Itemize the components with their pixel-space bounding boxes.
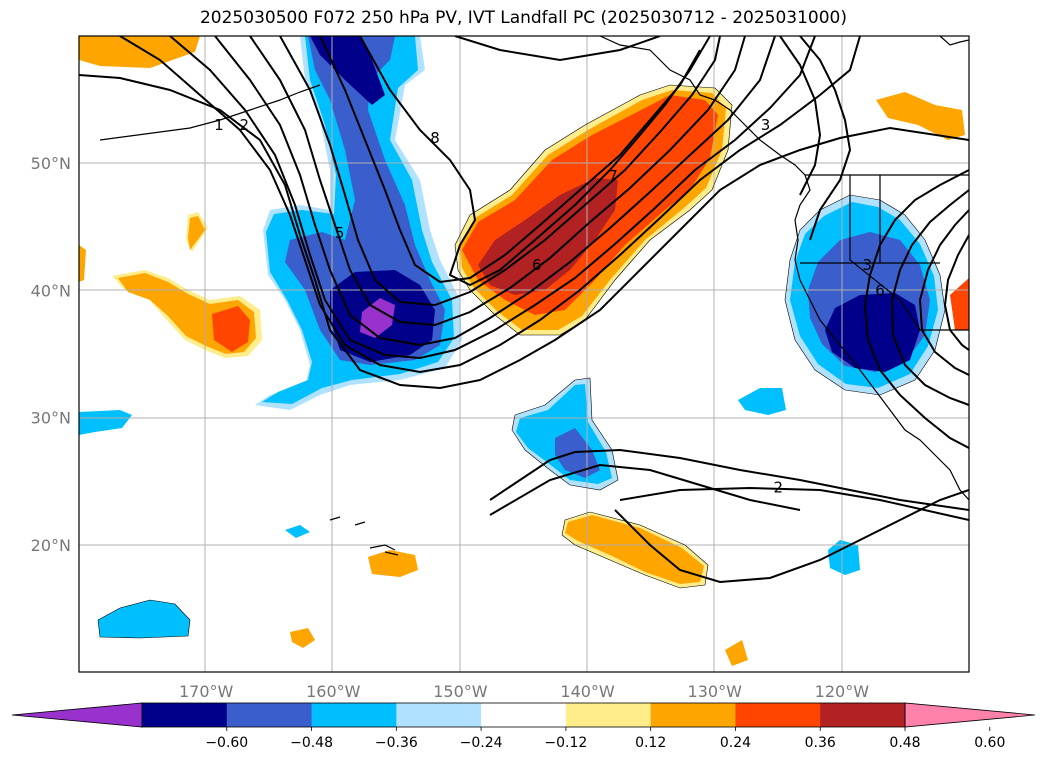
contour-label: 6	[875, 281, 885, 299]
lat-tick-label: 50°N	[31, 154, 71, 173]
contour-label: 5	[335, 224, 345, 242]
lat-tick-label: 20°N	[31, 536, 71, 555]
pv-positive-region	[290, 628, 315, 648]
pv-negative-region	[360, 298, 395, 338]
contour-label: 8	[430, 129, 440, 147]
contour-label: 2	[240, 116, 250, 134]
colorbar-tick-label: 0.60	[974, 735, 1005, 751]
lat-tick-label: 40°N	[31, 281, 71, 300]
lon-tick-label: 150°W	[433, 682, 488, 701]
lon-tick-label: 130°W	[688, 682, 743, 701]
contour-label: 1	[214, 116, 224, 134]
colorbar-tick-label: −0.12	[544, 735, 587, 751]
pv-positive-region	[565, 515, 704, 584]
contour-label: 3	[761, 116, 771, 134]
coastlines	[99, 36, 969, 556]
latitude-labels: 50°N 40°N 30°N 20°N	[31, 154, 71, 555]
lat-tick-label: 30°N	[31, 409, 71, 428]
pv-negative-region	[738, 388, 786, 415]
colorbar-tick-label: −0.36	[375, 735, 418, 751]
pv-negative-region	[98, 600, 190, 638]
pv-positive-region	[950, 278, 969, 330]
colorbar-extend-min	[11, 702, 143, 728]
colorbar-segment	[226, 703, 313, 727]
pv-positive-region	[188, 216, 205, 250]
pv-negative-region	[555, 428, 600, 478]
pv-negative-region	[828, 540, 860, 575]
colorbar-tick-labels: −0.60 −0.48 −0.36 −0.24 −0.12 0.12 0.24 0.36 0.4…	[205, 727, 1005, 751]
contour-label: 6	[532, 256, 542, 274]
colorbar-segment	[820, 703, 906, 727]
colorbar-tick-label: −0.60	[205, 735, 248, 751]
pv-negative-region	[825, 293, 920, 372]
colorbar-segment	[481, 703, 567, 727]
pv-shading-layer	[79, 36, 969, 672]
colorbar-segment	[565, 703, 652, 727]
pv-positive-region	[876, 92, 965, 140]
colorbar-segment	[735, 703, 821, 727]
gridlines	[79, 36, 969, 672]
shading-outlines	[97, 84, 946, 639]
pv-positive-region	[725, 640, 748, 666]
colorbar-segment	[311, 703, 397, 727]
colorbar-segment	[650, 703, 736, 727]
ivt-contours	[79, 36, 969, 584]
pv-positive-region	[368, 550, 418, 577]
longitude-labels: 170°W 160°W 150°W 140°W 130°W 120°W	[179, 682, 869, 701]
colorbar-tick-label: 0.12	[635, 735, 666, 751]
colorbar-tick-label: 0.48	[889, 735, 920, 751]
colorbar-segment	[396, 703, 482, 727]
colorbar-tick-label: −0.24	[460, 735, 503, 751]
contour-label: 3	[863, 256, 873, 274]
lon-tick-label: 120°W	[815, 682, 870, 701]
colorbar-outline	[141, 702, 906, 728]
colorbar-segment	[142, 703, 228, 727]
contour-label: 7	[608, 167, 618, 185]
lon-tick-label: 170°W	[179, 682, 234, 701]
pv-negative-region	[285, 525, 310, 538]
colorbar-tick-label: 0.24	[720, 735, 751, 751]
colorbar-extend-max	[904, 702, 1036, 728]
lon-tick-label: 140°W	[560, 682, 615, 701]
colorbar-tick-label: 0.36	[805, 735, 836, 751]
colorbar	[11, 702, 1036, 728]
pv-positive-region	[79, 245, 86, 282]
pv-positive-region	[212, 306, 250, 352]
pv-negative-region	[79, 410, 132, 435]
contour-label: 2	[774, 479, 784, 497]
pv-positive-region	[79, 36, 200, 68]
lon-tick-label: 160°W	[306, 682, 361, 701]
map-frame	[78, 35, 970, 673]
colorbar-tick-label: −0.48	[290, 735, 333, 751]
map-title: 2025030500 F072 250 hPa PV, IVT Landfall…	[199, 8, 847, 28]
